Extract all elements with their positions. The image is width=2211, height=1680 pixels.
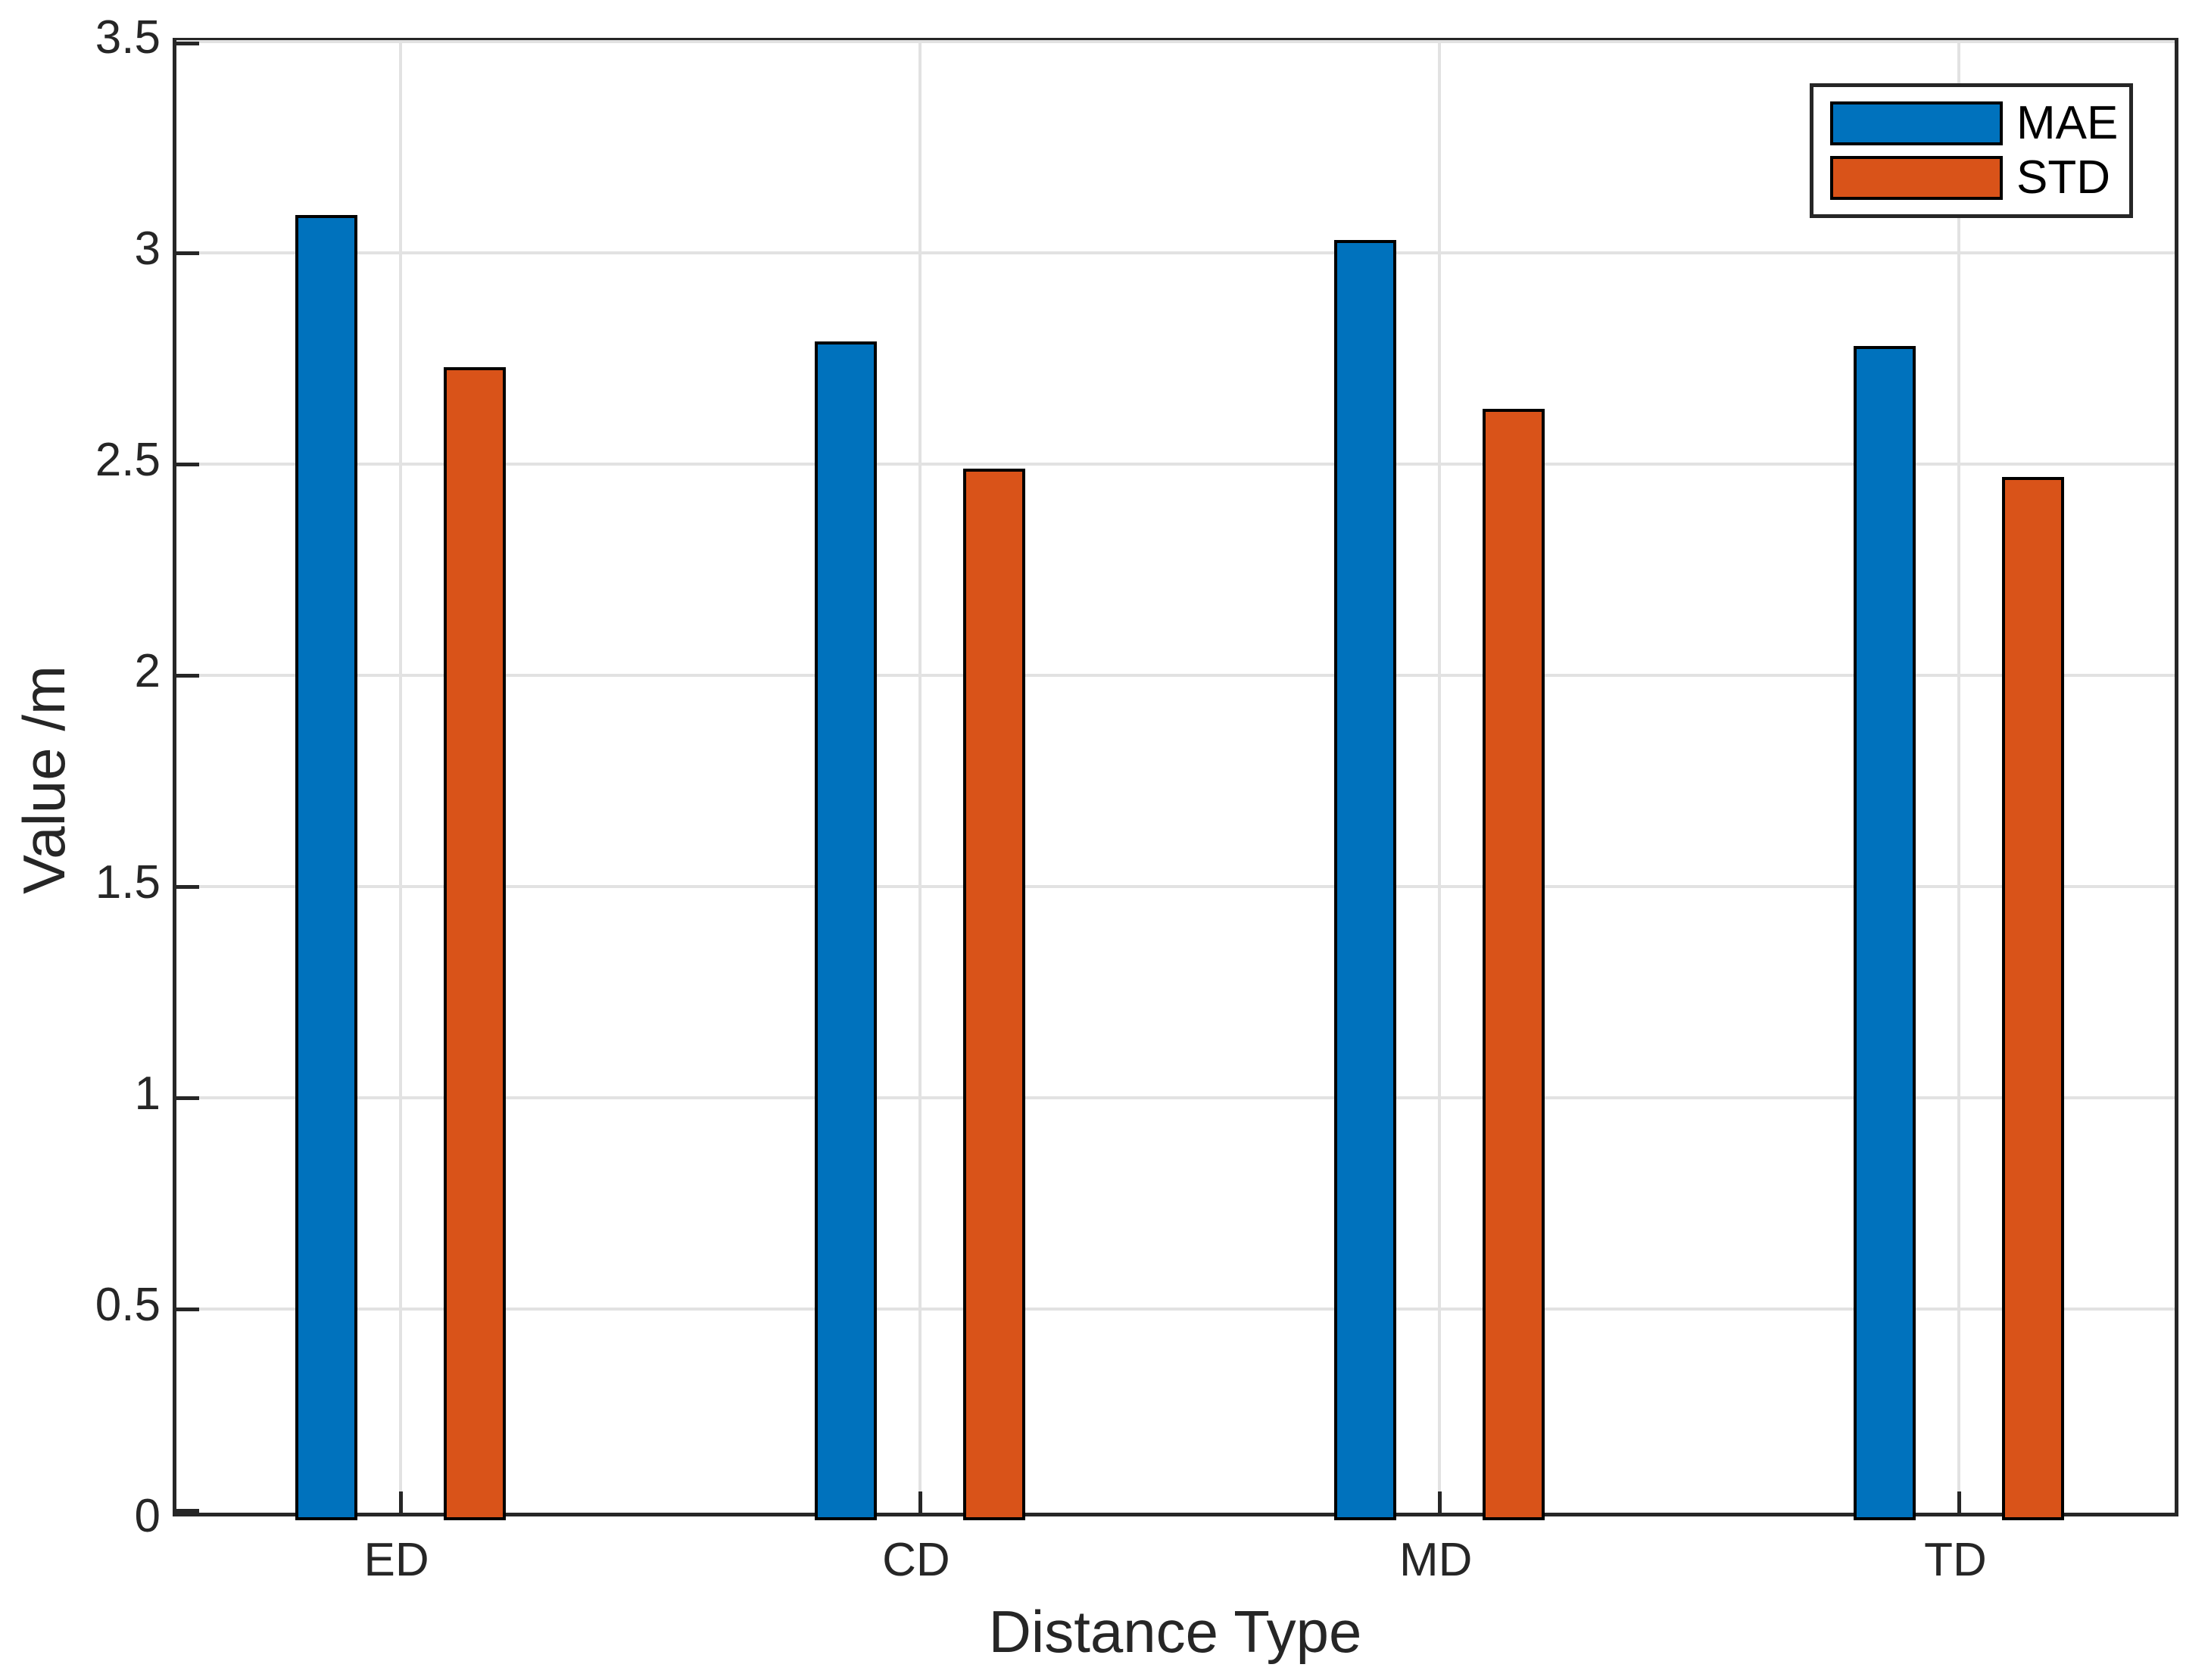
bar-mae-cd: [814, 341, 877, 1520]
y-axis-tick: [176, 1308, 199, 1311]
bar-std-cd: [962, 468, 1025, 1520]
y-axis-label: Value /m: [11, 665, 77, 895]
x-axis-tick: [398, 1491, 403, 1513]
x-tick-label-td: TD: [1924, 1534, 1987, 1586]
gridline-horizontal: [176, 251, 2175, 254]
y-tick-label: 3: [134, 223, 161, 275]
gridline-horizontal: [176, 463, 2175, 466]
x-tick-label-cd: CD: [882, 1534, 950, 1586]
y-axis-tick: [176, 42, 199, 45]
legend-label-std: STD: [2016, 151, 2110, 204]
gridline-vertical: [1438, 42, 1442, 1513]
y-tick-label: 0.5: [95, 1279, 161, 1331]
gridline-horizontal: [176, 40, 2175, 43]
bar-std-md: [1483, 409, 1545, 1520]
y-tick-label: 1.5: [95, 856, 161, 909]
bar-mae-md: [1334, 240, 1397, 1520]
legend-entry-mae: MAE: [1813, 96, 2129, 149]
y-tick-label: 3.5: [95, 11, 161, 64]
x-tick-label-md: MD: [1399, 1534, 1473, 1586]
x-axis-label: Distance Type: [988, 1598, 1362, 1665]
x-axis-tick: [1957, 1491, 1962, 1513]
gridline-horizontal: [176, 1096, 2175, 1099]
bar-mae-td: [1854, 345, 1916, 1520]
gridline-horizontal: [176, 674, 2175, 677]
y-axis-tick: [176, 1096, 199, 1100]
y-axis-tick: [176, 463, 199, 466]
y-axis-tick: [176, 674, 199, 678]
bar-std-ed: [443, 366, 506, 1520]
legend-swatch-mae: [1830, 101, 2003, 145]
gridline-vertical: [398, 42, 402, 1513]
bar-mae-ed: [295, 214, 357, 1520]
gridline-vertical: [918, 42, 922, 1513]
x-tick-label-ed: ED: [363, 1534, 429, 1586]
gridline-horizontal: [176, 1308, 2175, 1311]
legend-label-mae: MAE: [2016, 96, 2119, 149]
bar-std-td: [2002, 476, 2065, 1520]
y-tick-label: 2.5: [95, 434, 161, 486]
gridline-horizontal: [176, 885, 2175, 888]
y-tick-label: 1: [134, 1068, 161, 1120]
plot-area: [173, 38, 2178, 1520]
legend-swatch-std: [1830, 156, 2003, 201]
y-tick-label: 0: [134, 1490, 161, 1542]
y-tick-label: 2: [134, 645, 161, 697]
gridline-vertical: [1957, 42, 1961, 1513]
x-axis-tick: [918, 1491, 922, 1513]
legend: MAE STD: [1810, 83, 2133, 218]
y-axis-tick: [176, 885, 199, 889]
legend-entry-std: STD: [1813, 154, 2129, 201]
x-axis-tick: [1438, 1491, 1442, 1513]
y-axis-tick: [176, 1509, 199, 1513]
y-axis-tick: [176, 251, 199, 255]
